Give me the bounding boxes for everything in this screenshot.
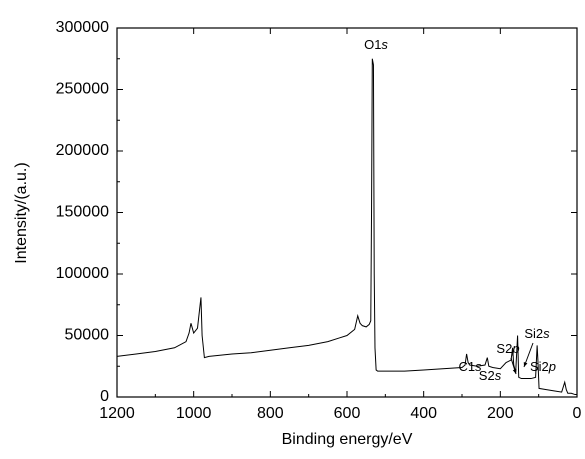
x-tick-label: 600 <box>334 405 361 422</box>
y-tick-label: 50000 <box>65 327 110 344</box>
y-tick-label: 100000 <box>56 265 109 282</box>
arrow-head <box>512 369 517 374</box>
peak-label: Si2p <box>530 359 556 374</box>
x-tick-label: 0 <box>573 405 582 422</box>
x-tick-label: 800 <box>257 405 284 422</box>
arrow-head <box>523 362 528 367</box>
x-tick-label: 400 <box>410 405 437 422</box>
y-tick-label: 250000 <box>56 81 109 98</box>
y-tick-label: 200000 <box>56 142 109 159</box>
peak-label: S2s <box>479 368 502 383</box>
y-tick-label: 150000 <box>56 204 109 221</box>
y-axis-title: Intensity/(a.u.) <box>13 162 30 263</box>
x-axis-title: Binding energy/eV <box>282 431 413 448</box>
x-tick-label: 200 <box>487 405 514 422</box>
y-tick-label: 300000 <box>56 19 109 36</box>
peak-label: C1s <box>458 359 482 374</box>
peak-label: O1s <box>364 37 388 52</box>
y-tick-label: 0 <box>100 388 109 405</box>
spectrum-line <box>116 58 577 396</box>
peak-label: S2p <box>496 341 519 356</box>
x-tick-label: 1000 <box>176 405 212 422</box>
x-tick-label: 1200 <box>99 405 135 422</box>
peak-label: Si2s <box>524 326 550 341</box>
